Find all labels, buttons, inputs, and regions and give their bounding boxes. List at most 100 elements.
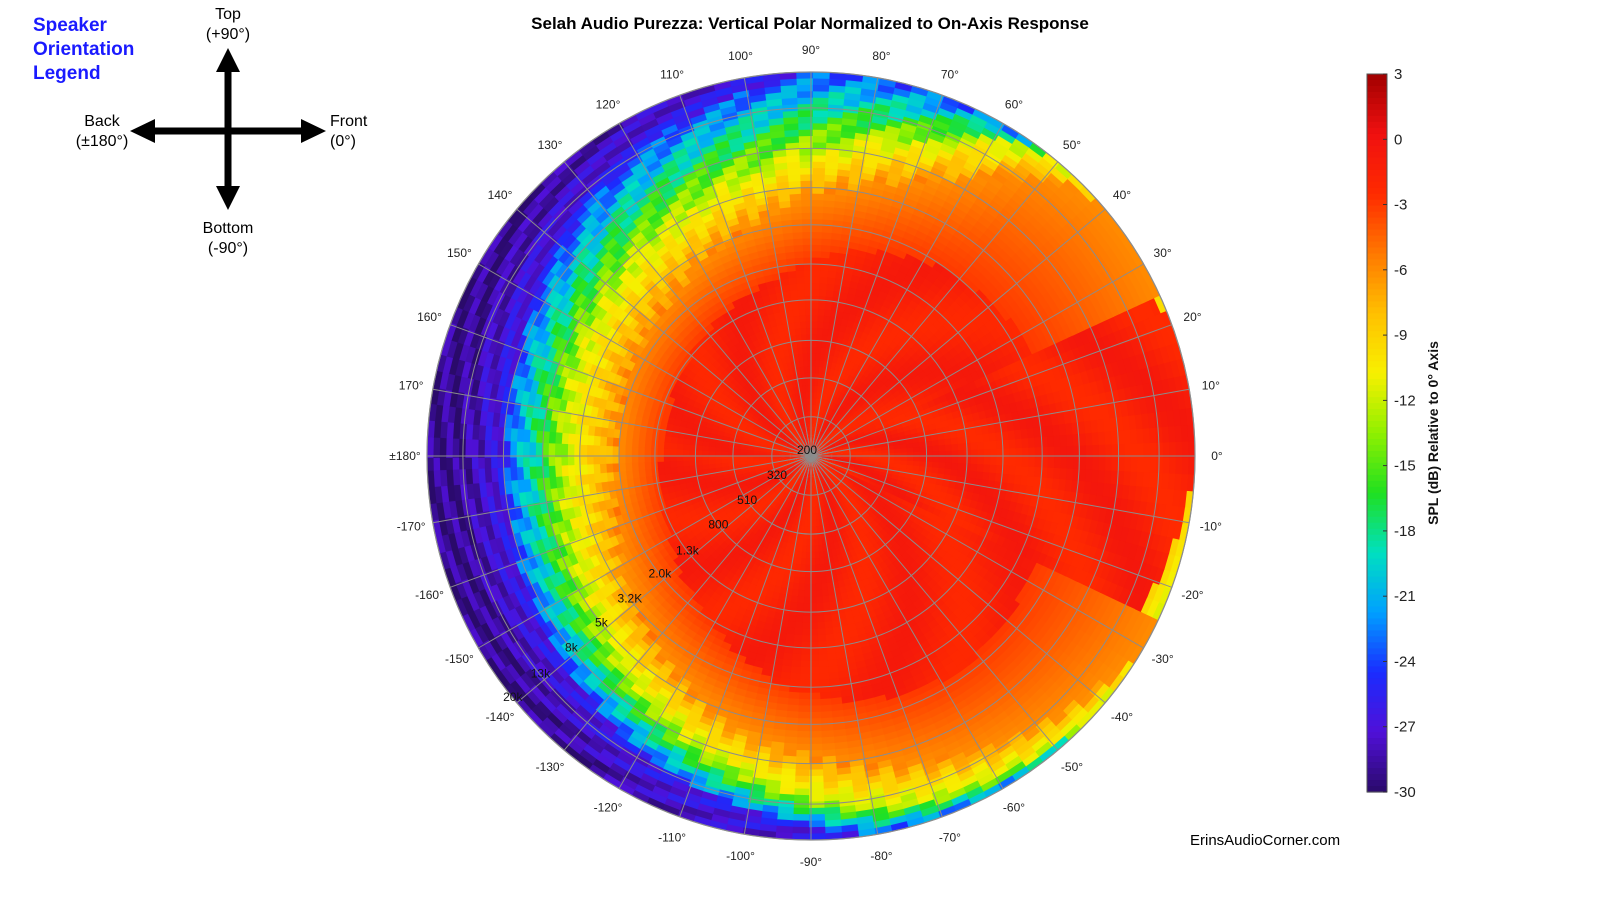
heatmap-cell xyxy=(754,466,762,472)
heatmap-cell xyxy=(767,479,775,486)
heatmap-cell xyxy=(458,469,467,489)
heatmap-cell xyxy=(618,455,626,466)
heatmap-cell xyxy=(725,497,734,505)
heatmap-cell xyxy=(441,534,453,556)
heatmap-cell xyxy=(606,472,615,484)
heatmap-cell xyxy=(550,488,560,503)
heatmap-cell xyxy=(451,548,464,570)
heatmap-cell xyxy=(758,477,766,484)
heatmap-cell xyxy=(749,473,757,479)
heatmap-cell xyxy=(478,526,490,546)
heatmap-cell xyxy=(682,455,690,463)
heatmap-cell xyxy=(631,455,639,465)
heatmap-cell xyxy=(469,513,481,533)
heatmap-cell xyxy=(432,454,441,475)
heatmap-cell xyxy=(771,475,779,481)
heatmap-cell xyxy=(509,454,517,471)
heatmap-cell xyxy=(433,470,442,491)
heatmap-cell xyxy=(477,468,486,487)
heatmap-cell xyxy=(730,494,740,502)
heatmap-cell xyxy=(708,455,716,461)
heatmap-cell xyxy=(770,473,778,479)
heatmap-cell xyxy=(439,454,447,475)
heatmap-cell xyxy=(644,455,652,465)
heatmap-cell xyxy=(523,479,532,496)
heatmap-cell xyxy=(785,460,793,464)
heatmap-cell xyxy=(458,454,466,474)
heatmap-cell xyxy=(548,477,558,492)
heatmap-cell xyxy=(503,454,511,471)
heatmap-cell xyxy=(445,550,458,572)
heatmap-cell xyxy=(747,468,756,473)
heatmap-cell xyxy=(800,459,806,465)
heatmap-cell xyxy=(476,542,488,562)
heatmap-cell xyxy=(637,462,646,472)
heatmap-cell xyxy=(794,462,801,468)
heatmap-cell xyxy=(669,461,678,470)
heatmap-cell xyxy=(491,523,503,543)
heatmap-cell xyxy=(769,472,777,478)
heatmap-cell xyxy=(556,487,566,502)
heatmap-cell xyxy=(766,478,774,485)
heatmap-cell xyxy=(753,482,762,489)
heatmap-cell xyxy=(797,456,805,458)
heatmap-cell xyxy=(477,454,485,473)
heatmap-cell xyxy=(792,460,800,465)
heatmap-cell xyxy=(768,481,776,488)
heatmap-cell xyxy=(509,467,518,484)
heatmap-cell xyxy=(779,462,787,466)
heatmap-cell xyxy=(450,516,462,537)
heatmap-cell xyxy=(435,535,447,558)
heatmap-cell xyxy=(785,460,793,463)
heatmap-cell xyxy=(548,454,556,469)
heatmap-cell xyxy=(569,485,578,500)
heatmap-cell xyxy=(497,522,509,541)
heatmap-cell xyxy=(789,466,796,473)
heatmap-cell xyxy=(754,484,763,491)
heatmap-cell xyxy=(778,473,785,479)
heatmap-cell xyxy=(484,454,492,472)
heatmap-cell xyxy=(740,496,749,505)
heatmap-cell xyxy=(457,546,470,568)
heatmap-cell xyxy=(535,454,543,470)
heatmap-cell xyxy=(760,467,769,472)
heatmap-cell xyxy=(588,483,597,497)
heatmap-cell xyxy=(465,469,474,488)
heatmap-cell xyxy=(637,455,645,465)
heatmap-cell xyxy=(784,470,791,476)
heatmap-cell xyxy=(669,455,677,463)
heatmap-cell xyxy=(567,465,576,479)
heatmap-cell xyxy=(466,529,478,549)
heatmap-cell xyxy=(717,496,727,504)
heatmap-cell xyxy=(762,471,770,477)
heatmap-cell xyxy=(794,463,801,469)
heatmap-cell xyxy=(427,454,434,475)
heatmap-cell xyxy=(638,469,647,480)
heatmap-cell xyxy=(459,484,469,504)
heatmap-cell xyxy=(516,518,527,536)
heatmap-cell xyxy=(491,481,501,500)
heatmap-cell xyxy=(516,454,524,471)
heatmap-cell xyxy=(721,489,730,498)
heatmap-cell xyxy=(739,482,748,490)
heatmap-cell xyxy=(599,472,609,485)
heatmap-cell xyxy=(767,465,775,470)
heatmap-cell xyxy=(769,470,777,476)
heatmap-cell xyxy=(472,527,484,548)
heatmap-cell xyxy=(625,470,634,482)
heatmap-cell xyxy=(650,455,658,464)
heatmap-cell xyxy=(452,469,461,490)
heatmap-cell xyxy=(445,469,455,490)
heatmap-cell xyxy=(605,463,614,475)
heatmap-cell xyxy=(781,466,789,472)
heatmap-cell xyxy=(555,476,564,491)
heatmap-cell xyxy=(777,471,785,478)
heatmap-cell xyxy=(431,519,443,542)
heatmap-cell xyxy=(745,493,754,501)
heatmap-cell xyxy=(776,470,784,476)
heatmap-cell xyxy=(786,463,794,468)
heatmap-cell xyxy=(714,455,722,461)
heatmap-cell xyxy=(457,515,468,536)
heatmap-cell xyxy=(580,474,590,488)
